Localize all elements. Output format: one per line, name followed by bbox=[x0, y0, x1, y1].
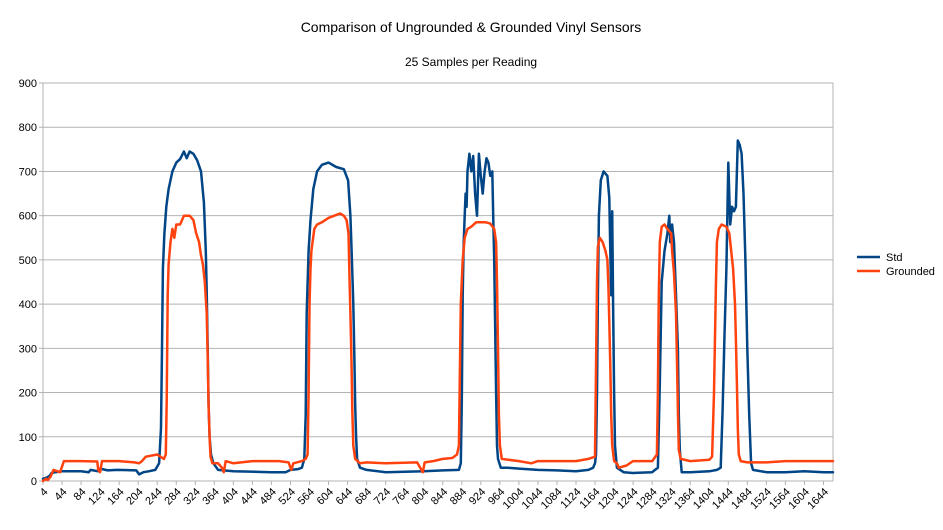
x-tick-label: 804 bbox=[410, 486, 431, 507]
x-tick-label: 1444 bbox=[710, 486, 736, 512]
y-tick-label: 400 bbox=[19, 299, 37, 311]
y-tick-label: 800 bbox=[19, 122, 37, 134]
y-tick-label: 600 bbox=[19, 211, 37, 223]
x-tick-label: 924 bbox=[467, 486, 488, 507]
x-tick-label: 1084 bbox=[539, 486, 565, 512]
legend-label-std: Std bbox=[886, 252, 903, 264]
x-tick-label: 204 bbox=[124, 486, 145, 507]
x-tick-label: 484 bbox=[258, 486, 279, 507]
x-tick-label: 684 bbox=[353, 486, 374, 507]
x-tick-label: 1524 bbox=[748, 486, 774, 512]
x-tick-label: 1284 bbox=[634, 486, 660, 512]
y-tick-label: 900 bbox=[19, 78, 37, 90]
legend-label-grounded: Grounded bbox=[886, 266, 935, 278]
x-tick-label: 884 bbox=[448, 486, 469, 507]
x-tick-label: 724 bbox=[372, 486, 393, 507]
x-tick-label: 84 bbox=[71, 486, 88, 503]
x-tick-label: 44 bbox=[52, 486, 69, 503]
x-tick-label: 164 bbox=[105, 486, 126, 507]
y-axis: 0 100 200 300 400 500 600 700 800 900 bbox=[19, 78, 44, 488]
x-tick-label: 564 bbox=[296, 486, 317, 507]
y-tick-label: 500 bbox=[19, 255, 37, 267]
x-tick-label: 444 bbox=[238, 486, 259, 507]
x-tick-label: 1004 bbox=[501, 486, 527, 512]
chart-title: Comparison of Ungrounded & Grounded Viny… bbox=[301, 19, 642, 35]
x-tick-label: 124 bbox=[86, 486, 107, 507]
x-tick-label: 364 bbox=[200, 486, 221, 507]
x-tick-label: 764 bbox=[391, 486, 412, 507]
x-tick-label: 244 bbox=[143, 486, 164, 507]
x-tick-label: 844 bbox=[429, 486, 450, 507]
y-tick-label: 100 bbox=[19, 432, 37, 444]
legend: Std Grounded bbox=[857, 252, 935, 278]
x-tick-label: 1604 bbox=[786, 486, 812, 512]
x-tick-label: 644 bbox=[334, 486, 355, 507]
x-tick-label: 404 bbox=[219, 486, 240, 507]
x-tick-label: 4 bbox=[38, 486, 51, 499]
plot-area bbox=[41, 139, 835, 483]
x-tick-label: 1124 bbox=[558, 486, 583, 511]
series-line-grounded bbox=[41, 212, 835, 483]
x-tick-label: 1244 bbox=[615, 486, 641, 512]
y-tick-label: 200 bbox=[19, 388, 37, 400]
x-axis: 4 44 8412416420424428432436440444448452456… bbox=[38, 480, 833, 512]
x-tick-label: 1564 bbox=[767, 486, 793, 512]
x-tick-label: 1204 bbox=[596, 486, 622, 512]
x-tick-label: 1044 bbox=[520, 486, 546, 512]
x-tick-label: 1404 bbox=[691, 486, 717, 512]
x-tick-label: 1364 bbox=[672, 486, 698, 512]
x-tick-label: 1484 bbox=[729, 486, 755, 512]
x-tick-label: 1644 bbox=[805, 486, 831, 512]
chart-subtitle: 25 Samples per Reading bbox=[405, 55, 537, 69]
x-tick-label: 284 bbox=[162, 486, 183, 507]
y-tick-label: 0 bbox=[31, 476, 37, 488]
y-tick-label: 700 bbox=[19, 166, 37, 178]
x-tick-label: 604 bbox=[315, 486, 336, 507]
gridlines bbox=[43, 82, 834, 482]
x-tick-label: 524 bbox=[277, 486, 298, 507]
x-tick-label: 1324 bbox=[653, 486, 679, 512]
y-tick-label: 300 bbox=[19, 343, 37, 355]
x-tick-label: 324 bbox=[181, 486, 202, 507]
